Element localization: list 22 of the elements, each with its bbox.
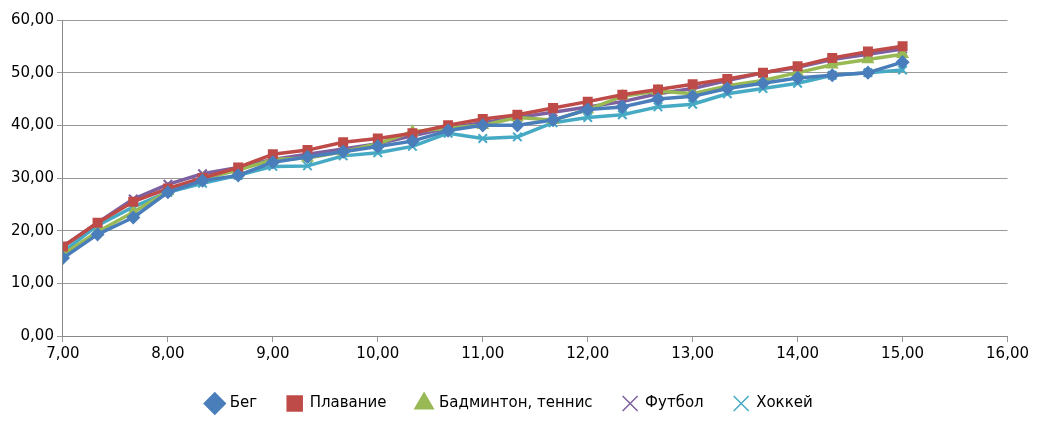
legend-label: Футбол	[645, 393, 704, 412]
x-tick-label: 8,00	[151, 343, 185, 362]
y-tick-label: 60,00	[10, 9, 54, 28]
x-tick-label: 15,00	[881, 343, 925, 362]
x-tick-label: 10,00	[356, 343, 400, 362]
legend-label: Хоккей	[756, 393, 813, 412]
y-tick-label: 30,00	[10, 167, 54, 186]
x-tick-label: 7,00	[46, 343, 80, 362]
x-tick-label: 13,00	[671, 343, 715, 362]
legend-label: Бег	[229, 393, 258, 412]
x-tick-label: 14,00	[776, 343, 820, 362]
y-tick-label: 50,00	[10, 62, 54, 81]
legend-label: Плавание	[309, 393, 387, 412]
y-tick-label: 10,00	[10, 273, 54, 292]
x-tick-label: 12,00	[566, 343, 610, 362]
y-tick-label: 0,00	[20, 325, 54, 344]
legend-label: Бадминтон, теннис	[439, 393, 593, 412]
x-tick-label: 11,00	[461, 343, 505, 362]
y-tick-label: 20,00	[10, 220, 54, 239]
y-tick-label: 40,00	[10, 115, 54, 134]
x-tick-label: 9,00	[256, 343, 290, 362]
x-tick-label: 16,00	[986, 343, 1030, 362]
